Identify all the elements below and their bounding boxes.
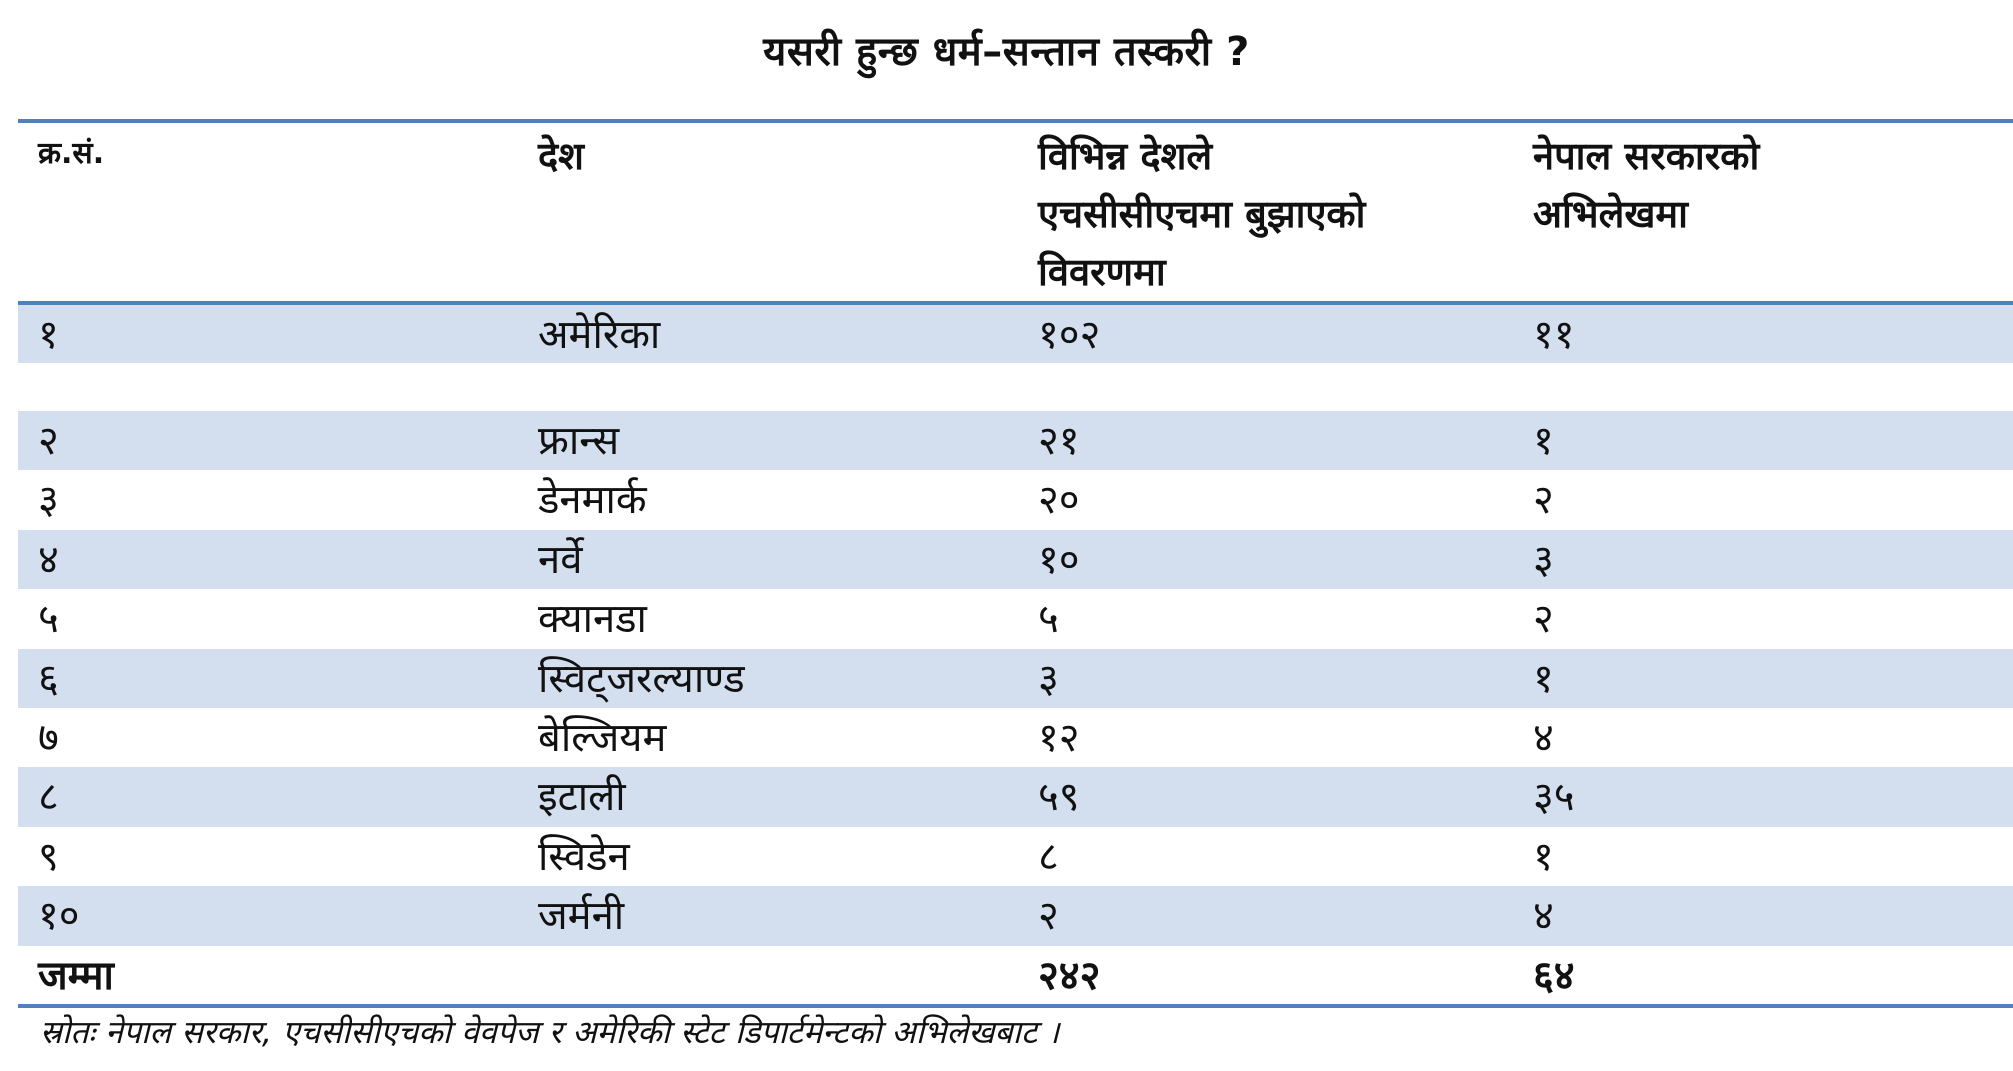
header-line: नेपाल सरकारको	[1533, 134, 1760, 178]
data-table: क्र.सं. देश विभिन्न देशले एचसीसीएचमा बुझ…	[18, 119, 2013, 1008]
cell-country: इटाली	[538, 774, 626, 821]
header-line: विभिन्न देशले	[1038, 134, 1213, 178]
cell-nepal-count: ४	[1533, 893, 1554, 940]
table-row: ३ डेनमार्क २० २	[18, 470, 2013, 529]
cell-nepal-count: ११	[1533, 312, 1575, 358]
total-hcch-count: २४२	[1038, 952, 1101, 999]
table-row: ७ बेल्जियम १२ ४	[18, 708, 2013, 767]
cell-country: अमेरिका	[538, 312, 661, 358]
cell-serial: २	[38, 418, 59, 464]
table-row: ६ स्विट्जरल्याण्ड ३ १	[18, 648, 2013, 708]
cell-serial: ३	[38, 477, 59, 524]
cell-serial: १	[38, 312, 59, 358]
total-nepal-count: ६४	[1533, 952, 1575, 999]
table-row: २ फ्रान्स २१ १	[18, 411, 2013, 471]
cell-nepal-count: १	[1533, 833, 1554, 880]
cell-country: स्विट्जरल्याण्ड	[538, 655, 745, 702]
cell-hcch-count: १०२	[1038, 312, 1101, 358]
cell-serial: ९	[38, 833, 59, 880]
cell-hcch-count: १२	[1038, 714, 1080, 761]
cell-country: स्विडेन	[538, 833, 630, 880]
table-row: ९ स्विडेन ८ १	[18, 827, 2013, 886]
table-title: यसरी हुन्छ धर्म–सन्तान तस्करी ?	[763, 29, 1250, 75]
header-line: अभिलेखमा	[1533, 192, 1689, 236]
cell-serial: ४	[38, 536, 59, 583]
row-spacer	[18, 363, 2013, 411]
header-nepal-record: नेपाल सरकारको अभिलेखमा	[1533, 127, 1759, 243]
total-row: जम्मा २४२ ६४	[18, 946, 2013, 1008]
header-line: क्र.सं.	[38, 136, 105, 171]
cell-hcch-count: ५९	[1038, 774, 1080, 821]
header-country: देश	[538, 127, 584, 185]
cell-serial: ७	[38, 714, 59, 761]
cell-country: बेल्जियम	[538, 714, 667, 761]
cell-nepal-count: २	[1533, 596, 1554, 643]
table-row: १० जर्मनी २ ४	[18, 886, 2013, 946]
cell-country: नर्वे	[538, 536, 583, 583]
cell-nepal-count: १	[1533, 418, 1554, 464]
cell-nepal-count: १	[1533, 655, 1554, 702]
table-row: १ अमेरिका १०२ ११	[18, 305, 2013, 363]
header-line: विवरणमा	[1038, 250, 1166, 294]
cell-country: क्यानडा	[538, 596, 647, 643]
table-header: क्र.सं. देश विभिन्न देशले एचसीसीएचमा बुझ…	[18, 123, 2013, 305]
cell-hcch-count: ५	[1038, 596, 1059, 643]
cell-country: फ्रान्स	[538, 418, 620, 464]
cell-hcch-count: ३	[1038, 655, 1059, 702]
cell-nepal-count: ३	[1533, 536, 1554, 583]
total-label: जम्मा	[38, 952, 114, 999]
cell-serial: १०	[38, 893, 80, 940]
header-line: एचसीसीएचमा बुझाएको	[1038, 192, 1366, 236]
table-row: ४ नर्वे १० ३	[18, 529, 2013, 590]
table-row: ८ इटाली ५९ ३५	[18, 767, 2013, 827]
cell-hcch-count: १०	[1038, 536, 1080, 583]
cell-hcch-count: ८	[1038, 833, 1059, 880]
table-row: ५ क्यानडा ५ २	[18, 589, 2013, 648]
cell-hcch-count: २१	[1038, 418, 1080, 464]
cell-hcch-count: २	[1038, 893, 1059, 940]
cell-serial: ५	[38, 596, 59, 643]
cell-country: डेनमार्क	[538, 477, 647, 524]
source-note: स्रोतः नेपाल सरकार, एचसीसीएचको वेवपेज र …	[40, 1013, 1060, 1051]
cell-nepal-count: २	[1533, 477, 1554, 524]
cell-serial: ६	[38, 655, 59, 702]
cell-nepal-count: ३५	[1533, 774, 1575, 821]
header-hcch-count: विभिन्न देशले एचसीसीएचमा बुझाएको विवरणमा	[1038, 127, 1365, 301]
table-body: १ अमेरिका १०२ ११ २ फ्रान्स २१ १ ३ डेनमार…	[18, 305, 2013, 1008]
header-line: देश	[538, 134, 585, 178]
cell-hcch-count: २०	[1038, 477, 1080, 524]
cell-country: जर्मनी	[538, 893, 625, 940]
cell-serial: ८	[38, 774, 59, 821]
cell-nepal-count: ४	[1533, 714, 1554, 761]
header-serial: क्र.सं.	[38, 125, 104, 183]
